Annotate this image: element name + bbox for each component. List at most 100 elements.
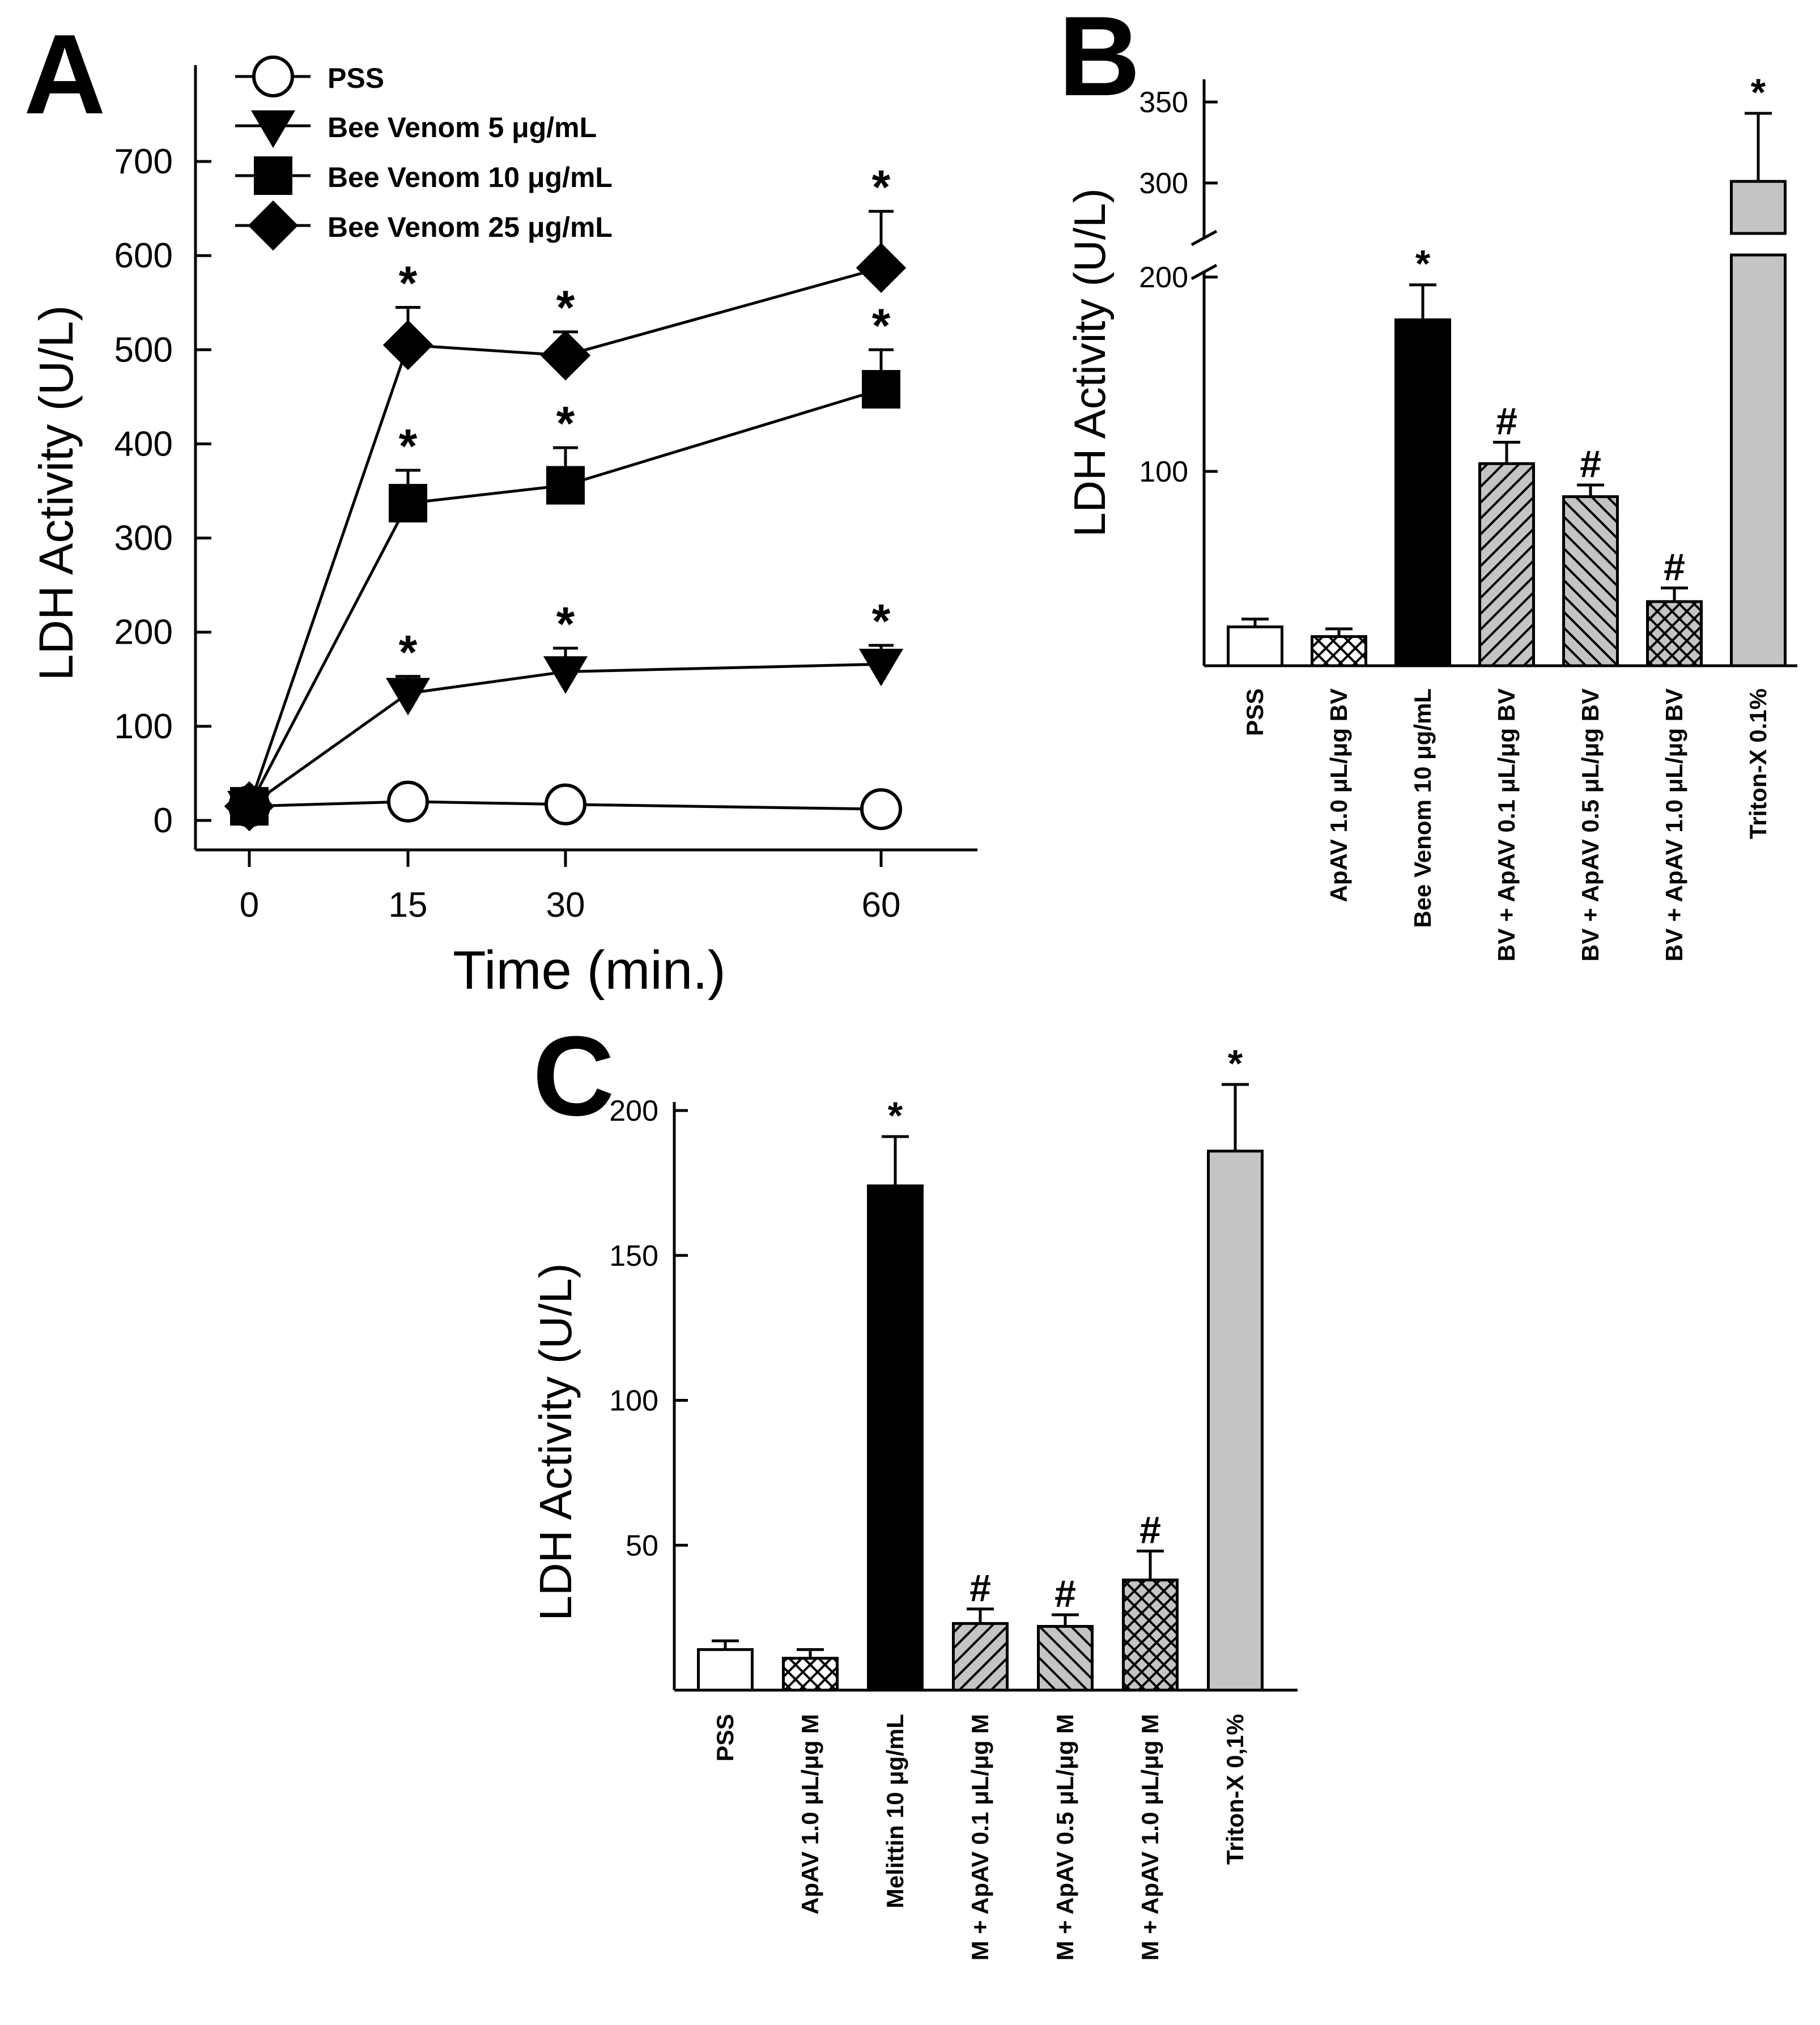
panel-a-axes: 0 100 200 300 400 500 600 700 0 15 30 60 (114, 65, 977, 925)
panel-c-bar (697, 1648, 754, 1692)
panel-c-category-label: Melittin 10 μg/mL (882, 1714, 908, 1908)
panel-a-series-line (249, 800, 882, 811)
panel-a-y-tick-label: 500 (114, 330, 173, 369)
panel-a-data-point (382, 320, 433, 371)
panel-c-significance-mark: # (1054, 1572, 1076, 1615)
legend-marker (252, 56, 294, 97)
panel-b-y-tick-label: 350 (1139, 86, 1188, 119)
panel-a-significance-star: * (556, 597, 575, 650)
panel-a-x-tick-label: 30 (546, 886, 585, 925)
panel-c-axes: 50 100 150 200 (609, 1095, 1298, 1692)
panel-a-significance-star: * (872, 299, 891, 352)
panel-b-axes: 100 200 300 350 (1139, 79, 1797, 667)
panel-c-category-label: ApAV 1.0 μL/μg M (797, 1714, 823, 1915)
panel-a-series-group: * * * * * * * * * (224, 160, 907, 832)
panel-c-bars: PSS ApAV 1.0 μL/μg M * Melittin 10 μg/mL # M … (697, 1042, 1264, 1960)
panel-a-data-point (860, 788, 902, 831)
panel-b-axis-break-mark (1190, 263, 1218, 280)
panel-c-significance-mark: * (888, 1094, 903, 1137)
panel-b-bar (1394, 318, 1451, 667)
legend-marker (254, 156, 292, 195)
panel-c-y-tick-label: 100 (609, 1385, 658, 1418)
panel-a-y-tick-label: 100 (114, 707, 173, 746)
panel-b-category-label: PSS (1241, 688, 1268, 736)
panel-b-significance-mark: # (1580, 443, 1601, 486)
panel-a-y-axis-label: LDH Activity (U/L) (29, 305, 83, 681)
panel-b-bar-break-gap (1728, 235, 1789, 253)
panel-c-bar (782, 1657, 839, 1692)
panel-c-bar (1122, 1579, 1179, 1692)
panel-a-data-point (858, 649, 904, 687)
panel-b-category-label: BV + ApAV 0.5 μL/μg BV (1577, 688, 1604, 962)
panel-a-data-point (389, 484, 427, 523)
panel-c-significance-mark: # (1139, 1508, 1161, 1551)
legend-marker (248, 200, 299, 251)
panel-a-x-tick-label: 0 (240, 886, 259, 925)
panel-c-bar (1207, 1150, 1264, 1692)
panel-c-significance-mark: # (969, 1567, 991, 1610)
legend-label-bv5: Bee Venom 5 μg/mL (328, 112, 597, 143)
panel-b-category-label: BV + ApAV 0.1 μL/μg BV (1493, 688, 1520, 962)
panel-a-data-point (862, 370, 900, 409)
panel-c-y-tick-label: 200 (609, 1095, 658, 1128)
panel-a-significance-star: * (399, 626, 418, 679)
legend-label-pss: PSS (328, 62, 384, 94)
panel-b-category-label: Triton-X 0.1% (1745, 688, 1771, 839)
panel-a-y-tick-label: 200 (114, 613, 173, 652)
panel-a-line-chart: 0 100 200 300 400 500 600 700 0 15 30 60 LDH Activi… (29, 56, 977, 1001)
panel-a-x-tick-label: 15 (389, 886, 428, 925)
panel-a-significance-star: * (872, 594, 891, 648)
panel-c-y-axis-label: LDH Activity (U/L) (530, 1263, 581, 1620)
panel-a-data-point (387, 780, 429, 823)
panel-c-bar (867, 1184, 924, 1692)
panel-a-significance-star: * (399, 419, 418, 473)
panel-c-category-label: M + ApAV 0.1 μL/μg M (967, 1714, 993, 1960)
panel-b-bar (1562, 495, 1619, 667)
panel-a-series-1 (228, 780, 902, 831)
panel-c-category-label: M + ApAV 0.5 μL/μg M (1052, 1714, 1078, 1960)
panel-b-y-tick-label: 200 (1139, 261, 1188, 294)
panel-a-significance-star: * (399, 257, 418, 310)
panel-b-y-axis-label: LDH Activity (U/L) (1065, 188, 1115, 537)
panel-a-series-line (248, 662, 882, 808)
panel-c-bar-chart: 50 100 150 200 LDH Activity (U/L) PSS ApAV 1… (530, 1042, 1298, 1960)
panel-letter-a: A (24, 11, 105, 138)
panel-a-data-point (385, 678, 431, 716)
panel-c-category-label: Triton-X 0,1% (1222, 1714, 1248, 1865)
panel-b-bar (1227, 625, 1283, 667)
panel-a-y-tick-label: 600 (114, 236, 173, 275)
panel-a-x-tick-label: 60 (862, 886, 901, 925)
panel-letter-b: B (1058, 0, 1140, 120)
panel-c-category-label: PSS (712, 1714, 738, 1762)
panel-a-data-point (545, 783, 586, 826)
panel-c-bar (1037, 1624, 1094, 1692)
panel-b-bar (1478, 462, 1535, 667)
panel-b-category-label: BV + ApAV 1.0 μL/μg BV (1661, 688, 1687, 962)
panel-a-data-point (540, 330, 591, 381)
panel-b-bars: PSS ApAV 1.0 μL/μg BV * Bee Venom 10 μg/mL #… (1227, 71, 1789, 962)
panel-b-bar-chart: 100 200 300 350 LDH Activity (U/L) PSS ApAV … (1065, 71, 1797, 962)
panel-a-series-4: * * * (224, 160, 907, 832)
panel-a-y-tick-label: 700 (114, 142, 173, 181)
panel-a-significance-star: * (872, 160, 891, 214)
panel-a-significance-star: * (556, 281, 575, 334)
panel-c-y-tick-label: 150 (609, 1240, 658, 1273)
panel-letter-c: C (533, 1013, 614, 1139)
panel-a-y-tick-label: 300 (114, 519, 173, 558)
legend-label-bv25: Bee Venom 25 μg/mL (328, 211, 613, 243)
panel-c-category-label: M + ApAV 1.0 μL/μg M (1137, 1714, 1163, 1960)
panel-a-y-tick-label: 400 (114, 424, 173, 463)
panel-a-data-point (543, 656, 588, 694)
panel-c-significance-mark: * (1228, 1042, 1243, 1085)
panel-b-axis-break-mark (1190, 229, 1218, 246)
panel-a-data-point (546, 466, 585, 505)
panel-a-series-line (248, 266, 882, 807)
panel-b-bar (1646, 600, 1703, 667)
panel-a-significance-star: * (556, 397, 575, 450)
panel-b-category-label: ApAV 1.0 μL/μg BV (1325, 688, 1352, 902)
panel-b-significance-mark: # (1496, 400, 1517, 443)
panel-c-y-tick-label: 50 (626, 1529, 658, 1562)
legend-marker (250, 110, 296, 148)
panel-b-bar (1311, 635, 1367, 667)
